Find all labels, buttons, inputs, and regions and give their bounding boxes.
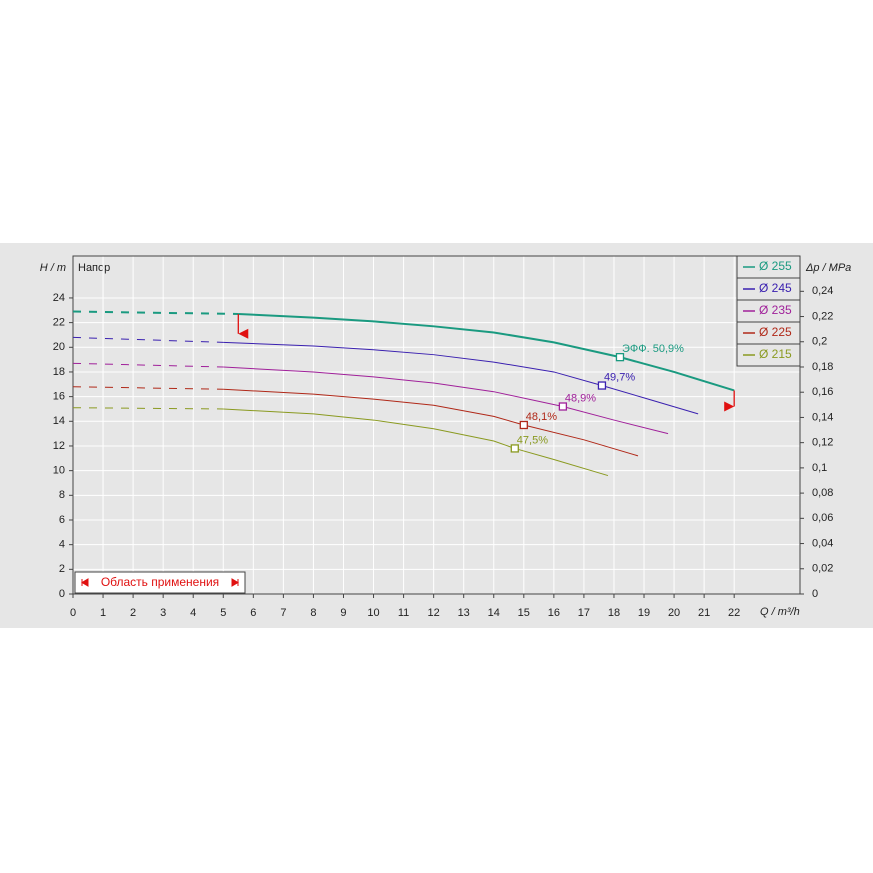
curve [223, 366, 669, 435]
plot-area [72, 255, 801, 595]
chart-title: Напор [78, 262, 110, 274]
x-tick-label: 19 [638, 607, 650, 619]
range-label: Область применения [101, 575, 219, 589]
y2-tick-label: 0,2 [812, 336, 827, 348]
y2-tick-label: 0,06 [812, 512, 833, 524]
y2-axis-label: Δp / MPa [805, 262, 851, 274]
y2-tick-label: 0,02 [812, 563, 833, 575]
y-tick-label: 2 [59, 563, 65, 575]
efficiency-marker [558, 402, 568, 411]
x-tick-label: 1 [100, 607, 106, 619]
efficiency-label: 47,5% [517, 434, 548, 446]
y-axis-label: H / m [40, 262, 66, 274]
y2-tick-label: 0,24 [812, 285, 833, 297]
legend-box [736, 343, 801, 367]
efficiency-marker [519, 420, 528, 430]
y-tick-label: 10 [53, 465, 65, 477]
x-tick-label: 21 [698, 607, 710, 619]
x-tick-label: 8 [310, 607, 316, 619]
x-axis-label: Q / m³/h [760, 606, 800, 618]
x-tick-label: 4 [190, 607, 196, 619]
x-tick-label: 10 [367, 607, 379, 619]
x-tick-label: 2 [130, 607, 136, 619]
x-tick-label: 22 [728, 607, 740, 619]
efficiency-label: 48,1% [526, 411, 557, 423]
efficiency-marker [510, 444, 519, 453]
x-tick-label: 14 [488, 607, 500, 619]
x-tick-label: 5 [220, 607, 226, 619]
x-tick-label: 16 [548, 607, 560, 619]
y-tick-label: 8 [59, 489, 65, 501]
y2-tick-label: 0,14 [812, 411, 833, 423]
y-tick-label: 12 [53, 440, 65, 452]
range-arrow [238, 328, 249, 339]
y2-tick-label: 0,12 [812, 437, 833, 449]
curve [223, 408, 609, 477]
x-tick-label: 15 [518, 607, 530, 619]
x-tick-label: 17 [578, 607, 590, 619]
y-tick-label: 0 [59, 588, 65, 600]
range-arrow [724, 401, 735, 412]
y2-tick-label: 0,08 [812, 487, 833, 499]
x-tick-label: 20 [668, 607, 680, 619]
legend-label: Ø 225 [759, 325, 792, 339]
curve-dashed [72, 310, 239, 315]
y-tick-label: 16 [53, 391, 65, 403]
curve [223, 341, 699, 415]
x-tick-label: 11 [398, 607, 409, 619]
legend-label: Ø 255 [759, 259, 792, 273]
y-tick-label: 22 [53, 317, 65, 329]
efficiency-marker [597, 381, 607, 390]
y2-tick-label: 0 [812, 588, 818, 600]
efficiency-label: 49,7% [604, 371, 635, 383]
y2-tick-label: 0,16 [812, 386, 833, 398]
y-tick-label: 20 [53, 341, 65, 353]
x-tick-label: 12 [428, 607, 440, 619]
legend-label: Ø 215 [759, 347, 792, 361]
y2-tick-label: 0,22 [812, 310, 833, 322]
efficiency-marker [615, 353, 625, 362]
y-tick-label: 18 [53, 366, 65, 378]
y2-tick-label: 0,1 [812, 462, 827, 474]
x-tick-label: 0 [70, 607, 76, 619]
y-tick-label: 6 [59, 514, 65, 526]
range-box-arrow [81, 578, 89, 587]
x-tick-label: 6 [250, 607, 256, 619]
range-box [74, 571, 246, 594]
range-box-arrow [231, 578, 239, 587]
plot-border [72, 255, 801, 595]
x-tick-label: 18 [608, 607, 620, 619]
efficiency-label: 48,9% [565, 392, 596, 404]
y-tick-label: 24 [53, 292, 65, 304]
y2-tick-label: 0,04 [812, 537, 833, 549]
y-tick-label: 4 [59, 539, 65, 551]
y-tick-label: 14 [53, 415, 65, 427]
x-tick-label: 9 [340, 607, 346, 619]
legend-label: Ø 235 [759, 303, 792, 317]
y2-tick-label: 0,18 [812, 361, 833, 373]
efficiency-label: ЭФФ. 50,9% [622, 343, 684, 355]
curve [238, 312, 735, 392]
curve [223, 388, 639, 457]
legend-label: Ø 245 [759, 281, 792, 295]
x-tick-label: 7 [280, 607, 286, 619]
x-tick-label: 3 [160, 607, 166, 619]
x-tick-label: 13 [458, 607, 470, 619]
